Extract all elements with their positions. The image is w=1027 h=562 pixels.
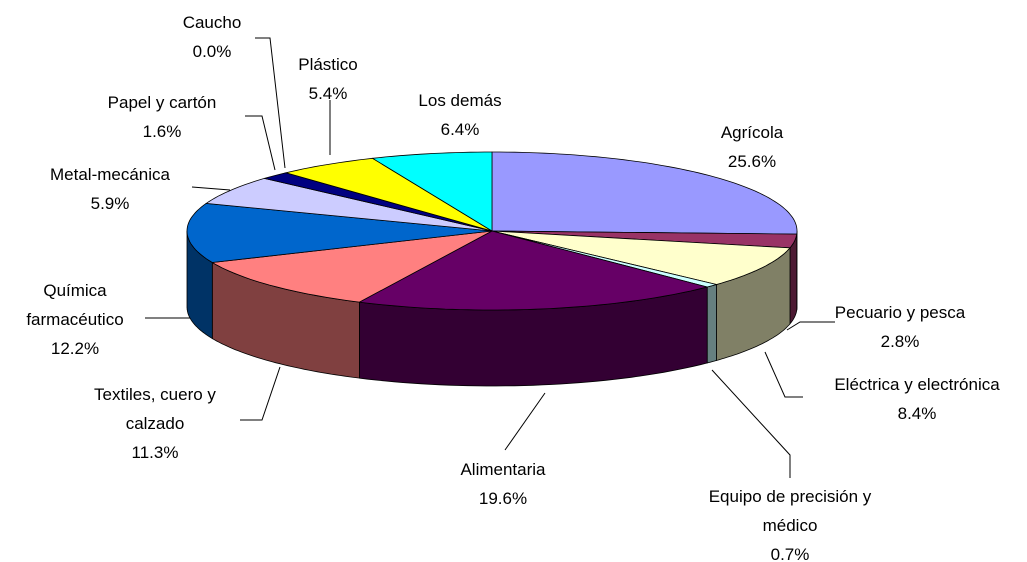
label-value: 6.4% — [440, 120, 480, 139]
label-name: Equipo de precisión y médico — [708, 487, 872, 535]
slice — [211, 230, 493, 303]
label-name: Agrícola — [720, 123, 784, 142]
label-value: 0.0% — [192, 42, 232, 61]
leader-line — [255, 37, 286, 169]
leader-line — [191, 186, 231, 191]
data-label: Caucho 0.0% — [152, 8, 272, 66]
data-label: Pecuario y pesca 2.8% — [800, 298, 1000, 356]
leader-line — [245, 115, 276, 171]
slice — [491, 151, 798, 235]
label-value: 25.6% — [727, 152, 777, 171]
label-name: Química farmacéutico — [26, 281, 124, 329]
label-value: 5.4% — [308, 84, 348, 103]
data-label: Equipo de precisión y médico 0.7% — [680, 482, 900, 562]
label-name: Eléctrica y electrónica — [834, 375, 1000, 394]
slice — [371, 151, 493, 232]
leader-line — [711, 369, 791, 478]
label-name: Alimentaria — [460, 460, 546, 479]
label-name: Pecuario y pesca — [834, 303, 966, 322]
data-label: Química farmacéutico 12.2% — [10, 276, 140, 363]
slice-side — [789, 234, 798, 325]
data-label: Agrícola 25.6% — [672, 118, 832, 176]
label-name: Metal-mecánica — [50, 165, 170, 184]
slice — [284, 157, 493, 232]
label-value: 19.6% — [478, 489, 528, 508]
slice — [358, 230, 708, 311]
label-value: 8.4% — [897, 404, 937, 423]
leader-line — [504, 392, 546, 451]
leader-line — [240, 366, 281, 421]
label-name: Textiles, cuero y calzado — [94, 385, 216, 433]
slice-side — [706, 284, 717, 364]
label-name: Los demás — [418, 91, 502, 110]
label-value: 0.7% — [770, 545, 810, 562]
data-label: Metal-mecánica 5.9% — [20, 160, 200, 218]
label-name: Plástico — [298, 55, 358, 74]
slice — [186, 202, 493, 263]
data-label: Textiles, cuero y calzado 11.3% — [65, 380, 245, 467]
leader-line — [764, 351, 803, 398]
label-value: 12.2% — [50, 339, 100, 358]
data-label: Plástico 5.4% — [268, 50, 388, 108]
slice — [491, 230, 791, 285]
label-value: 5.9% — [90, 194, 130, 213]
leader-line — [786, 321, 835, 331]
label-name: Papel y cartón — [107, 93, 217, 112]
label-value: 2.8% — [880, 332, 920, 351]
label-value: 11.3% — [131, 443, 179, 462]
slice — [205, 177, 493, 232]
label-name: Caucho — [182, 13, 242, 32]
data-label: Los demás 6.4% — [385, 86, 535, 144]
label-value: 1.6% — [142, 122, 182, 141]
data-label: Eléctrica y electrónica 8.4% — [797, 370, 1027, 428]
data-label: Alimentaria 19.6% — [423, 455, 583, 513]
data-label: Papel y cartón 1.6% — [72, 88, 252, 146]
